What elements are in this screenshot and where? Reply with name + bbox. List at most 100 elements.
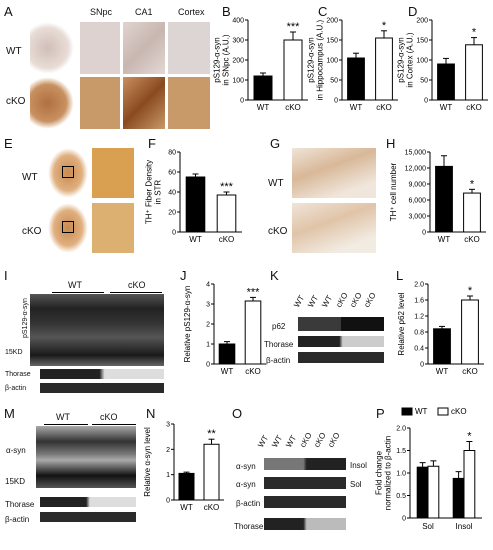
chart-b: 0 100 200 300 400 pS129-α-syn in SNpc (A.U.) WT… bbox=[213, 18, 308, 112]
y-tick-label: 0.4 bbox=[414, 346, 424, 353]
bar bbox=[218, 343, 236, 365]
y-tick-label: 0 bbox=[424, 98, 428, 105]
chart-c: 0 50 100 150 200 pS129-α-syn in Hippocampus (A… bbox=[307, 18, 398, 112]
panel-letter-a: A bbox=[4, 4, 13, 19]
blot-thorase bbox=[298, 336, 384, 347]
micrograph-sn-cko bbox=[292, 203, 376, 253]
blot-label-thorase: Thorase bbox=[5, 371, 31, 378]
micrograph-brain-cko bbox=[30, 77, 74, 129]
x-tick-label: WT bbox=[440, 103, 453, 112]
y-tick-label: 6,000 bbox=[408, 198, 426, 205]
micrograph-fiber-cko bbox=[92, 203, 134, 253]
y-tick-label: 20 bbox=[168, 210, 176, 217]
y-tick-label: 100 bbox=[416, 58, 428, 65]
y-tick-label: 200 bbox=[232, 58, 244, 65]
y-axis-label: pS129-α-syn bbox=[213, 37, 222, 83]
y-tick-label: 100 bbox=[232, 78, 244, 85]
row-label-cko: cKO bbox=[22, 226, 42, 237]
panel-letter-h: H bbox=[386, 136, 396, 151]
y-tick-label: 300 bbox=[232, 38, 244, 45]
y-tick-label: 2 bbox=[206, 322, 210, 329]
micrograph-striatum-cko bbox=[48, 203, 88, 253]
panel-letter-g: G bbox=[270, 136, 281, 151]
micrograph-snpc-cko bbox=[80, 77, 120, 129]
blot-p62 bbox=[298, 317, 384, 331]
significance-mark: *** bbox=[247, 286, 261, 298]
chart-l: 0 0.4 0.8 1.2 1.6 2.0 Relative p62 level WT cKO * bbox=[397, 282, 484, 376]
bar bbox=[465, 44, 483, 101]
blot-marker-15kd: 15KD bbox=[5, 477, 26, 486]
bar bbox=[203, 443, 220, 501]
x-tick-label: WT bbox=[257, 103, 270, 112]
y-tick-label: 0 bbox=[172, 230, 176, 237]
significance-mark: *** bbox=[287, 21, 301, 33]
bar bbox=[283, 39, 303, 101]
blot-label-thorase: Thorase bbox=[234, 522, 264, 531]
y-tick-label: 1.5 bbox=[396, 448, 406, 455]
y-tick-label: 40 bbox=[168, 190, 176, 197]
blot-syn bbox=[36, 426, 136, 488]
blot-label-thorase: Thorase bbox=[264, 340, 294, 349]
y-axis-label: in STR bbox=[154, 180, 163, 205]
bar bbox=[416, 466, 429, 519]
y-tick-label: 2 bbox=[166, 447, 170, 454]
y-tick-label: 3 bbox=[166, 422, 170, 429]
y-tick-label: 150 bbox=[326, 38, 338, 45]
y-tick-label: 2.0 bbox=[396, 426, 406, 433]
significance-mark: *** bbox=[220, 181, 234, 193]
y-tick-label: 200 bbox=[416, 18, 428, 25]
micrograph-ca1-wt bbox=[123, 22, 165, 74]
legend-label: WT bbox=[415, 407, 428, 416]
significance-mark: * bbox=[470, 178, 475, 190]
panel-letter-o: O bbox=[232, 406, 243, 421]
col-label-snpc: SNpc bbox=[90, 7, 113, 17]
blot-thorase bbox=[40, 497, 136, 507]
panel-letter-i: I bbox=[4, 268, 8, 283]
chart-n: 0 1 2 3 Relative α-syn level WT cKO ** bbox=[143, 422, 224, 512]
panel-letter-c: C bbox=[318, 4, 328, 19]
micrograph-sn-wt bbox=[292, 148, 376, 198]
y-axis-label: Fold change bbox=[375, 450, 384, 495]
blot-label-syn: α-syn bbox=[6, 446, 26, 455]
panel-letter-b: B bbox=[222, 4, 231, 19]
bar bbox=[461, 299, 479, 365]
y-tick-label: 50 bbox=[330, 78, 338, 85]
blot-thorase bbox=[40, 369, 164, 379]
x-tick-label: cKO bbox=[219, 235, 235, 244]
y-tick-label: 1 bbox=[206, 342, 210, 349]
panel-letter-m: M bbox=[4, 406, 15, 421]
col-label-ca1: CA1 bbox=[135, 7, 153, 17]
fraction-label-insol: Insol bbox=[350, 461, 367, 470]
micrograph-ca1-cko bbox=[123, 77, 165, 129]
x-tick-label: WT bbox=[438, 235, 451, 244]
fraction-label-sol: Sol bbox=[350, 480, 362, 489]
significance-mark: * bbox=[468, 285, 473, 297]
y-tick-label: 400 bbox=[232, 18, 244, 25]
blot-label-actin: β-actin bbox=[5, 515, 30, 524]
y-axis-label: in SNpc (A.U.) bbox=[222, 34, 231, 85]
bar bbox=[375, 37, 393, 101]
blot-label-thorase: Thorase bbox=[5, 500, 35, 509]
bar bbox=[185, 176, 206, 233]
bar bbox=[463, 192, 481, 233]
significance-mark: * bbox=[467, 431, 472, 443]
y-tick-label: 0 bbox=[240, 98, 244, 105]
y-axis-label: Relative p62 level bbox=[397, 292, 406, 355]
legend-swatch bbox=[401, 407, 413, 416]
blot-actin bbox=[40, 512, 136, 522]
y-tick-label: 1.2 bbox=[414, 314, 424, 321]
x-tick-label: WT bbox=[221, 367, 234, 376]
blot-label-p62: p62 bbox=[272, 322, 286, 331]
blot-syn-sol bbox=[264, 477, 346, 489]
y-axis-label: normalized to β-actin bbox=[384, 436, 393, 510]
y-tick-label: 1 bbox=[166, 472, 170, 479]
blot-marker-15kd: 15KD bbox=[5, 349, 23, 356]
group-line-cko bbox=[110, 292, 162, 293]
x-tick-label: cKO bbox=[285, 103, 301, 112]
blot-label-syn-insol: α-syn bbox=[236, 462, 256, 471]
group-line-cko bbox=[92, 424, 136, 425]
y-tick-label: 0 bbox=[334, 98, 338, 105]
panel-letter-k: K bbox=[270, 268, 279, 283]
panel-letter-p: P bbox=[376, 406, 385, 421]
y-axis-label: TH⁺ cell number bbox=[389, 162, 398, 221]
